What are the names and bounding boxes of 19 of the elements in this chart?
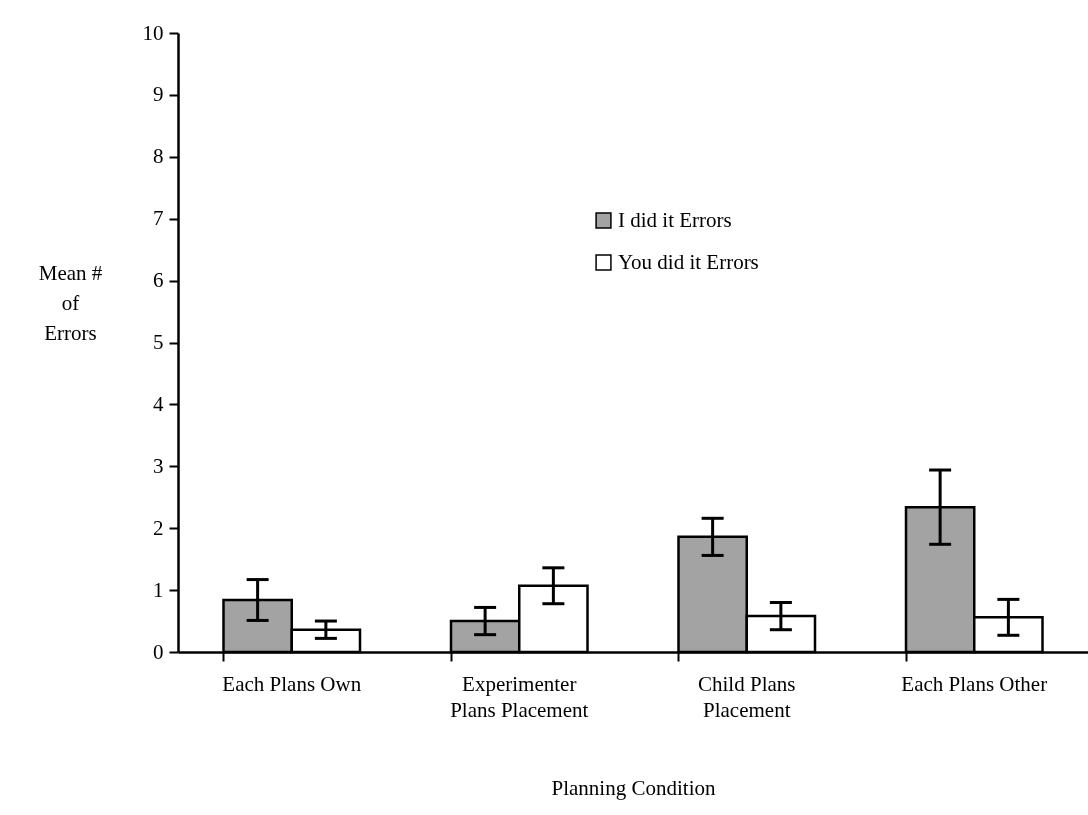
x-tick-label: Each Plans Own xyxy=(222,671,362,696)
y-axis-title: Mean # of Errors xyxy=(38,260,103,345)
y-tick-label: 3 xyxy=(153,453,164,478)
y-tick-label: 2 xyxy=(153,515,164,540)
y-tick-label: 8 xyxy=(153,144,164,169)
x-tick-label: Experimenter Plans Placement xyxy=(450,671,589,722)
y-tick-label: 7 xyxy=(153,206,164,231)
x-tick-label: Child Plans Placement xyxy=(698,671,796,722)
y-tick-label: 10 xyxy=(142,20,164,45)
y-tick-label: 6 xyxy=(153,268,164,293)
y-tick-label: 0 xyxy=(153,639,164,664)
x-axis-title: Planning Condition xyxy=(551,775,716,800)
legend-label: I did it Errors xyxy=(618,207,732,232)
y-tick-label: 5 xyxy=(153,330,164,354)
y-tick-label: 1 xyxy=(153,577,164,602)
legend-label: You did it Errors xyxy=(618,249,759,274)
y-tick-label: 4 xyxy=(153,391,164,416)
y-tick-label: 9 xyxy=(153,82,164,107)
x-tick-label: Each Plans Other xyxy=(901,671,1048,696)
